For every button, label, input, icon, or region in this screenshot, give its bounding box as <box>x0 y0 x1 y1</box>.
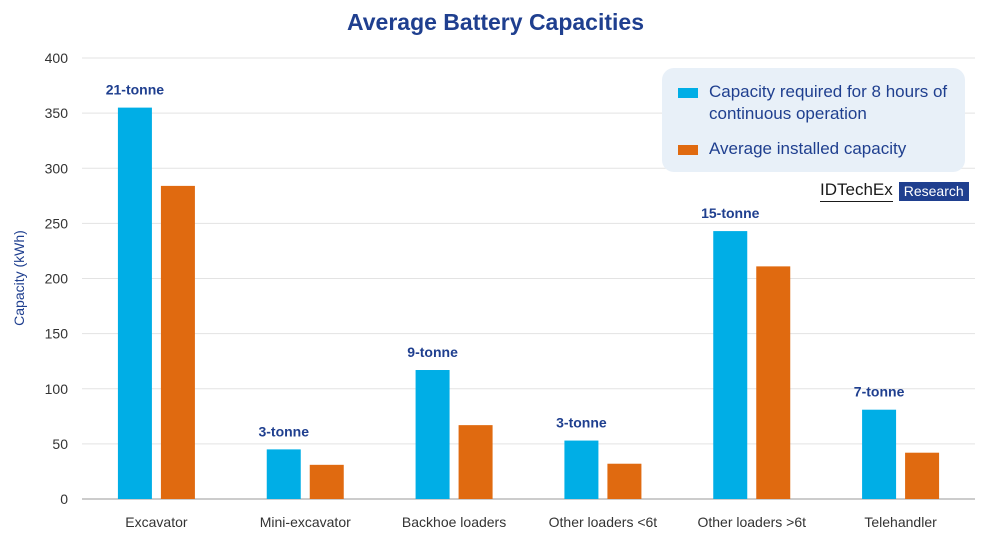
x-category-label: Excavator <box>125 514 188 530</box>
y-tick-label: 50 <box>52 436 68 452</box>
bar-installed <box>756 266 791 499</box>
legend-label-required: Capacity required for 8 hours of continu… <box>709 82 948 123</box>
bar-required <box>117 107 152 500</box>
bar-annotation: 9-tonne <box>407 344 458 360</box>
bar-required <box>266 449 301 499</box>
legend-item-required: Capacity required for 8 hours of continu… <box>678 81 959 125</box>
x-axis-categories: Excavator Mini-excavator Backhoe loaders Ot… <box>125 514 937 530</box>
bar-required <box>564 440 599 499</box>
brand-name: IDTechEx <box>820 180 893 202</box>
bar-required <box>713 231 748 499</box>
bar-annotation: 21-tonne <box>106 82 165 98</box>
x-category-label: Backhoe loaders <box>402 514 506 530</box>
y-tick-label: 350 <box>45 105 69 121</box>
x-category-label: Other loaders <6t <box>549 514 658 530</box>
bar-required <box>415 370 450 499</box>
brand-tag: Research <box>898 181 969 201</box>
bar-annotation: 7-tonne <box>854 384 905 400</box>
bar-installed <box>607 463 642 499</box>
y-axis-ticks: 0 50 100 150 200 250 300 350 400 <box>45 50 69 507</box>
legend-item-installed: Average installed capacity <box>678 138 959 160</box>
bar-annotation: 15-tonne <box>701 205 760 221</box>
bar-annotation: 3-tonne <box>258 423 309 439</box>
legend: Capacity required for 8 hours of continu… <box>662 68 965 172</box>
x-category-label: Telehandler <box>864 514 937 530</box>
y-tick-label: 200 <box>45 271 69 287</box>
bar-required <box>862 409 897 499</box>
bar-annotation: 3-tonne <box>556 415 607 431</box>
bar-installed <box>458 425 493 499</box>
legend-swatch-installed <box>678 145 698 155</box>
y-tick-label: 400 <box>45 50 69 66</box>
chart-title: Average Battery Capacities <box>346 9 644 35</box>
y-tick-label: 100 <box>45 381 69 397</box>
bars <box>117 107 940 500</box>
legend-swatch-required <box>678 88 698 98</box>
bar-annotations: 21-tonne 3-tonne 9-tonne 3-tonne 15-tonne 7-t… <box>106 82 905 440</box>
legend-label-installed: Average installed capacity <box>709 139 907 158</box>
y-axis-label: Capacity (kWh) <box>11 230 27 326</box>
x-category-label: Other loaders >6t <box>697 514 806 530</box>
y-tick-label: 0 <box>60 491 68 507</box>
bar-installed <box>905 452 940 499</box>
bar-installed <box>309 464 344 499</box>
y-tick-label: 150 <box>45 326 69 342</box>
x-category-label: Mini-excavator <box>260 514 351 530</box>
y-tick-label: 250 <box>45 215 69 231</box>
bar-installed <box>160 185 195 499</box>
y-tick-label: 300 <box>45 160 69 176</box>
brand-logo: IDTechEx Research <box>820 180 969 202</box>
